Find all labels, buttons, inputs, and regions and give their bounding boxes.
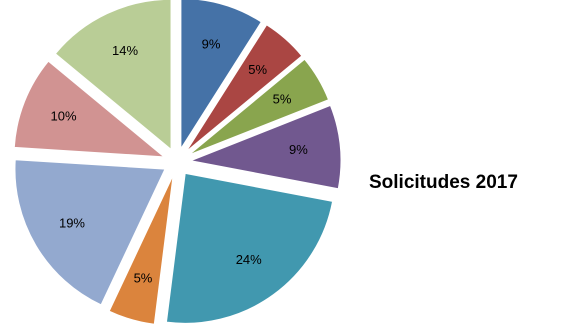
slice-label-9: 14%: [112, 43, 138, 58]
slice-label-2: 5%: [248, 62, 267, 77]
slice-label-6: 5%: [134, 271, 153, 286]
slice-label-1: 9%: [202, 36, 221, 51]
slice-label-3: 5%: [273, 91, 292, 106]
pie-slices: [13, 0, 342, 325]
pie-slice-6: [108, 175, 174, 325]
chart-title: Solicitudes 2017: [369, 172, 518, 193]
pie-slice-2: [185, 24, 303, 152]
pie-slice-3: [188, 58, 330, 156]
pie-slice-1: [180, 0, 262, 151]
pie-slice-5: [165, 172, 334, 324]
pie-slice-8: [13, 60, 166, 158]
pie-labels: 9% 5% 5% 9% 24% 5% 19% 10% 14%: [51, 36, 309, 285]
pie-slice-7: [14, 159, 166, 306]
slice-label-5: 24%: [236, 252, 262, 267]
slice-label-8: 10%: [51, 109, 77, 124]
pie-slice-4: [189, 104, 342, 190]
slice-label-7: 19%: [59, 216, 85, 231]
pie-slice-9: [54, 0, 172, 151]
slice-label-4: 9%: [289, 142, 308, 157]
